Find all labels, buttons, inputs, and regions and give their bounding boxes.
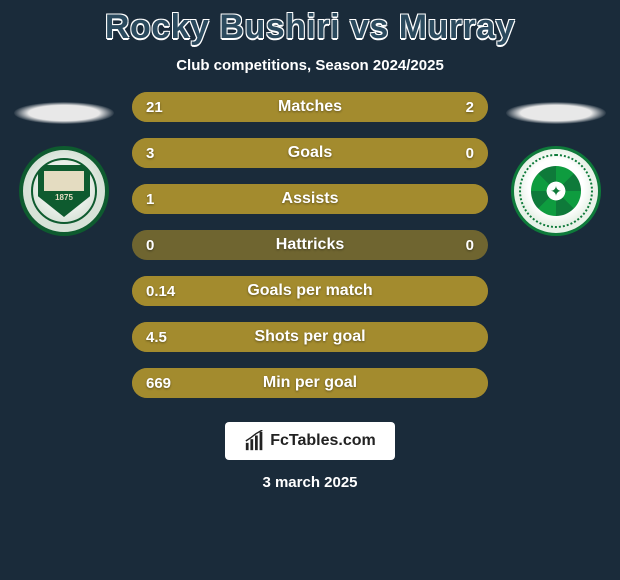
stat-label: Min per goal [263, 374, 357, 392]
stat-value-left: 3 [146, 145, 154, 162]
stat-value-left: 0 [146, 237, 154, 254]
stat-label: Goals [288, 144, 332, 162]
date-text: 3 march 2025 [0, 474, 620, 491]
stat-value-left: 1 [146, 191, 154, 208]
footer-brand: FcTables.com [225, 422, 395, 460]
stat-value-left: 21 [146, 99, 163, 116]
stat-row: 4.5 Shots per goal [132, 322, 488, 352]
footer-brand-text: FcTables.com [270, 432, 376, 450]
stat-label: Goals per match [247, 282, 372, 300]
stat-label: Hattricks [276, 236, 344, 254]
stat-label: Assists [282, 190, 339, 208]
stat-row: 21 Matches 2 [132, 92, 488, 122]
celtic-clover-icon [531, 166, 581, 216]
stat-value-right: 0 [466, 237, 474, 254]
stat-label: Shots per goal [254, 328, 365, 346]
right-team-column [496, 92, 616, 236]
stat-label: Matches [278, 98, 342, 116]
player-shadow-right [506, 102, 606, 124]
stat-value-left: 4.5 [146, 329, 167, 346]
stat-row: 0 Hattricks 0 [132, 230, 488, 260]
stat-row: 3 Goals 0 [132, 138, 488, 168]
stat-value-left: 669 [146, 375, 171, 392]
left-team-column [4, 92, 124, 236]
stat-value-right: 0 [466, 145, 474, 162]
page-title: Rocky Bushiri vs Murray [0, 0, 620, 47]
hibernian-shield-icon [38, 165, 90, 217]
stat-row: 669 Min per goal [132, 368, 488, 398]
chart-icon [244, 430, 266, 452]
left-team-crest [19, 146, 109, 236]
right-team-crest [511, 146, 601, 236]
player-shadow-left [14, 102, 114, 124]
stat-value-right: 2 [466, 99, 474, 116]
subtitle: Club competitions, Season 2024/2025 [0, 57, 620, 74]
stat-row: 1 Assists [132, 184, 488, 214]
comparison-panel: 21 Matches 2 3 Goals 0 1 Assists 0 Hattricks 0 0.14… [0, 92, 620, 414]
stat-bars: 21 Matches 2 3 Goals 0 1 Assists 0 Hattricks 0 0.14… [124, 92, 496, 414]
stat-row: 0.14 Goals per match [132, 276, 488, 306]
stat-value-left: 0.14 [146, 283, 175, 300]
